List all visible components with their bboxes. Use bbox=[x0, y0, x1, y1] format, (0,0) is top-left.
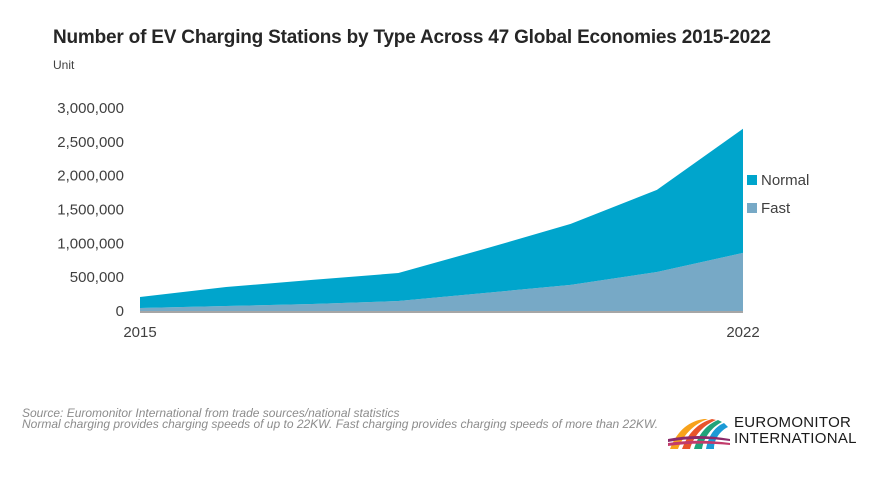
source-note: Source: Euromonitor International from t… bbox=[22, 406, 400, 420]
y-tick-label: 1,000,000 bbox=[57, 235, 124, 252]
chart-subtitle: Unit bbox=[53, 58, 75, 72]
legend-swatch-normal bbox=[747, 175, 757, 185]
euromonitor-logo: EUROMONITOR INTERNATIONAL bbox=[668, 413, 868, 453]
x-tick-label: 2015 bbox=[123, 324, 156, 341]
legend-swatch-fast bbox=[747, 203, 757, 213]
area-chart: 0 500,000 1,000,000 1,500,000 2,000,000 2,500… bbox=[57, 100, 809, 341]
definition-note: Normal charging provides charging speeds… bbox=[22, 417, 659, 431]
y-tick-label: 2,000,000 bbox=[57, 168, 124, 185]
y-tick-label: 0 bbox=[116, 303, 124, 320]
logo-mark-icon bbox=[668, 419, 730, 449]
y-axis-ticks: 0 500,000 1,000,000 1,500,000 2,000,000 2,500… bbox=[57, 100, 124, 320]
y-tick-label: 500,000 bbox=[70, 269, 124, 286]
logo-line-2: INTERNATIONAL bbox=[734, 430, 857, 447]
x-axis-ticks: 2015 2022 bbox=[123, 324, 759, 341]
y-tick-label: 1,500,000 bbox=[57, 202, 124, 219]
chart-title: Number of EV Charging Stations by Type A… bbox=[53, 27, 771, 48]
y-tick-label: 2,500,000 bbox=[57, 134, 124, 151]
legend-label-normal: Normal bbox=[761, 172, 809, 189]
logo-wordmark: EUROMONITOR INTERNATIONAL bbox=[734, 415, 857, 447]
x-tick-label: 2022 bbox=[726, 324, 759, 341]
legend: Normal Fast bbox=[747, 172, 809, 217]
legend-label-fast: Fast bbox=[761, 200, 791, 217]
area-series-fast bbox=[140, 252, 743, 311]
y-tick-label: 3,000,000 bbox=[57, 100, 124, 117]
footer: Source: Euromonitor International from t… bbox=[22, 406, 662, 431]
area-series-normal bbox=[140, 128, 743, 308]
logo-line-1: EUROMONITOR bbox=[734, 414, 852, 431]
plot-areas bbox=[140, 128, 743, 311]
